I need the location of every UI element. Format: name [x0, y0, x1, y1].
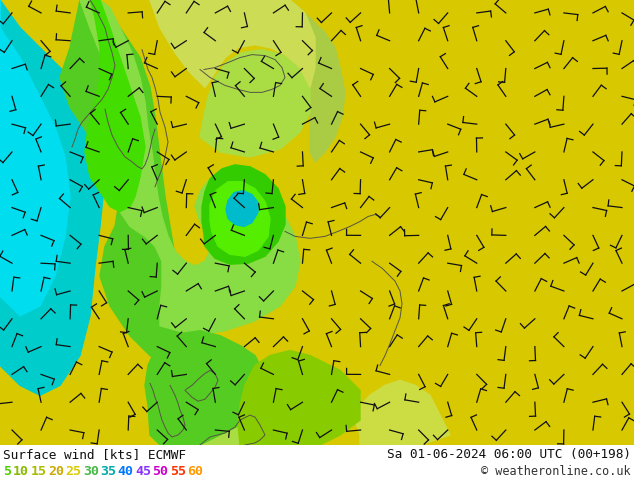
Polygon shape	[60, 0, 210, 370]
Polygon shape	[202, 165, 285, 264]
Text: 60: 60	[187, 465, 204, 478]
Text: 10: 10	[13, 465, 29, 478]
Text: 55: 55	[170, 465, 186, 478]
Text: Sa 01-06-2024 06:00 UTC (00+198): Sa 01-06-2024 06:00 UTC (00+198)	[387, 448, 631, 461]
Polygon shape	[230, 0, 345, 162]
Polygon shape	[226, 191, 258, 226]
Polygon shape	[145, 331, 270, 445]
Text: 5: 5	[3, 465, 11, 478]
Text: 25: 25	[65, 465, 81, 478]
Text: 35: 35	[100, 465, 116, 478]
Polygon shape	[0, 0, 70, 316]
Polygon shape	[80, 0, 300, 336]
Text: 40: 40	[117, 465, 134, 478]
Text: 20: 20	[48, 465, 64, 478]
Text: 15: 15	[30, 465, 47, 478]
Polygon shape	[0, 0, 105, 395]
Text: 50: 50	[152, 465, 169, 478]
Polygon shape	[150, 0, 315, 87]
Polygon shape	[85, 0, 145, 212]
Text: © weatheronline.co.uk: © weatheronline.co.uk	[481, 465, 631, 478]
Polygon shape	[200, 356, 360, 445]
Polygon shape	[238, 350, 360, 445]
Text: Surface wind [kts] ECMWF: Surface wind [kts] ECMWF	[3, 448, 186, 461]
Polygon shape	[355, 380, 450, 445]
Polygon shape	[210, 182, 270, 256]
Polygon shape	[200, 49, 310, 157]
Text: 45: 45	[135, 465, 151, 478]
Text: 30: 30	[83, 465, 99, 478]
